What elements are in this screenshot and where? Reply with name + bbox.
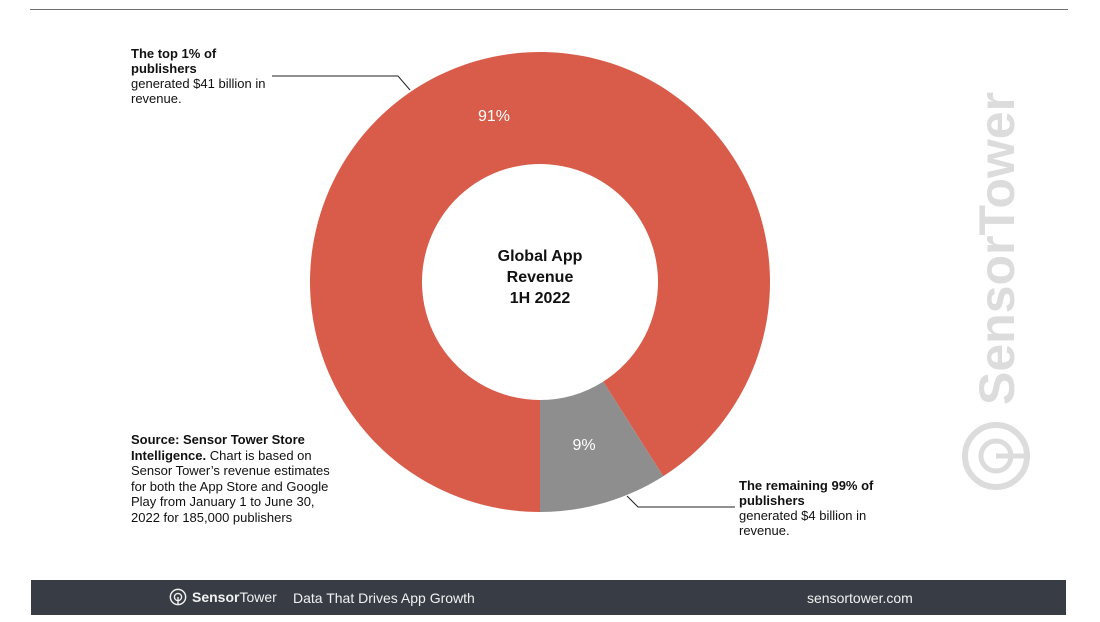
chart-title-line-2: Revenue: [506, 269, 574, 286]
source-text: Chart is based on Sensor Tower’s revenue…: [131, 447, 330, 525]
annotation-top: The top 1% of publishers generated $41 b…: [131, 46, 281, 106]
slice-label-9: 9%: [572, 437, 596, 454]
slice-top-1-percent: [310, 52, 771, 513]
sensortower-logo-icon: [169, 588, 187, 606]
annotation-top-text: generated $41 billion in revenue.: [131, 76, 266, 106]
annotation-bottom-bold: The remaining 99% of publishers: [739, 478, 874, 508]
chart-title-line-3: 1H 2022: [509, 290, 571, 307]
footer-logo[interactable]: SensorTower: [169, 588, 277, 606]
footer-url[interactable]: sensortower.com: [807, 590, 913, 606]
watermark-logo-icon: [962, 422, 1030, 490]
chart-title: Global App Revenue 1H 2022: [440, 246, 640, 309]
annotation-bottom-text: generated $4 billion in revenue.: [739, 508, 867, 538]
watermark-text: SensorTower: [969, 92, 1025, 405]
source-bold: Source: Sensor Tower Store Intelligence.: [131, 432, 305, 463]
annotation-bottom: The remaining 99% of publishers generate…: [739, 478, 889, 538]
footer-bar: SensorTower Data That Drives App Growth …: [31, 580, 1066, 615]
top-rule: [30, 9, 1068, 10]
footer-brand-strong: Sensor: [192, 589, 240, 605]
footer-tagline: Data That Drives App Growth: [293, 590, 475, 606]
callout-line-top: [272, 75, 411, 91]
callout-line-bottom: [626, 495, 735, 508]
footer-brand-light: Tower: [239, 589, 277, 605]
chart-title-line-1: Global App: [497, 248, 583, 265]
slice-remaining-99-percent: [540, 381, 664, 512]
slice-label-91: 91%: [477, 108, 511, 125]
annotation-top-bold: The top 1% of publishers: [131, 46, 217, 76]
source-note: Source: Sensor Tower Store Intelligence.…: [131, 432, 341, 525]
